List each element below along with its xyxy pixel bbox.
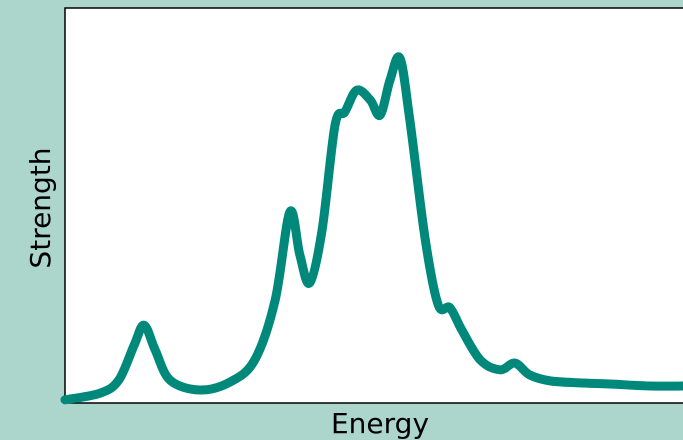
x-axis-label: Energy [331,407,429,440]
line [60,52,683,405]
y-axis-label: Strength [24,147,57,268]
plot-area [64,7,683,404]
